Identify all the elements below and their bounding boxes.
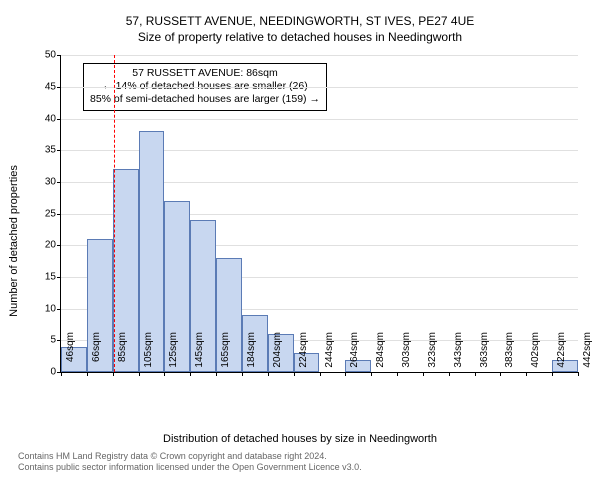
xtick (449, 372, 450, 376)
ytick-label: 40 (45, 113, 61, 124)
ytick-label: 5 (50, 335, 61, 346)
ytick-label: 30 (45, 176, 61, 187)
xtick (526, 372, 527, 376)
xtick-label: 284sqm (375, 328, 386, 376)
xtick-label: 125sqm (168, 328, 179, 376)
chart-subtitle: Size of property relative to detached ho… (18, 30, 582, 46)
chart-title: 57, RUSSETT AVENUE, NEEDINGWORTH, ST IVE… (18, 14, 582, 30)
xtick (475, 372, 476, 376)
ytick-label: 20 (45, 240, 61, 251)
xtick-label: 363sqm (479, 328, 490, 376)
xtick-label: 145sqm (194, 328, 205, 376)
xtick (423, 372, 424, 376)
x-axis-label: Distribution of detached houses by size … (18, 433, 582, 445)
ytick-label: 10 (45, 303, 61, 314)
xtick (552, 372, 553, 376)
gridline (61, 87, 578, 88)
xtick-label: 165sqm (220, 328, 231, 376)
xtick (371, 372, 372, 376)
xtick-label: 422sqm (556, 328, 567, 376)
xtick (87, 372, 88, 376)
annot-line1: 57 RUSSETT AVENUE: 86sqm (90, 67, 320, 80)
xtick (578, 372, 579, 376)
xtick-label: 343sqm (453, 328, 464, 376)
xtick (61, 372, 62, 376)
xtick (216, 372, 217, 376)
xtick (164, 372, 165, 376)
xtick-label: 244sqm (324, 328, 335, 376)
xtick (268, 372, 269, 376)
xtick-label: 85sqm (117, 328, 128, 376)
ytick-label: 25 (45, 208, 61, 219)
xtick-label: 264sqm (349, 328, 360, 376)
xtick (345, 372, 346, 376)
ytick-label: 15 (45, 272, 61, 283)
xtick-label: 303sqm (401, 328, 412, 376)
ytick-label: 35 (45, 145, 61, 156)
xtick-label: 224sqm (298, 328, 309, 376)
xtick-label: 383sqm (504, 328, 515, 376)
xtick-label: 204sqm (272, 328, 283, 376)
xtick-label: 184sqm (246, 328, 257, 376)
ytick-label: 45 (45, 81, 61, 92)
gridline (61, 55, 578, 56)
gridline (61, 119, 578, 120)
xtick-label: 323sqm (427, 328, 438, 376)
xtick-label: 105sqm (143, 328, 154, 376)
xtick (500, 372, 501, 376)
plot-region: 57 RUSSETT AVENUE: 86sqm ← 14% of detach… (60, 55, 578, 373)
xtick-label: 442sqm (582, 328, 593, 376)
xtick (294, 372, 295, 376)
xtick (397, 372, 398, 376)
ytick-label: 0 (50, 367, 61, 378)
xtick (190, 372, 191, 376)
xtick-label: 66sqm (91, 328, 102, 376)
y-axis-label: Number of detached properties (8, 141, 20, 341)
reference-line (114, 55, 115, 372)
xtick-label: 46sqm (65, 328, 76, 376)
ytick-label: 50 (45, 50, 61, 61)
xtick (242, 372, 243, 376)
chart-area: Number of detached properties 57 RUSSETT… (18, 51, 582, 431)
xtick (320, 372, 321, 376)
footer-text: Contains HM Land Registry data © Crown c… (18, 451, 582, 473)
xtick-label: 402sqm (530, 328, 541, 376)
xtick (139, 372, 140, 376)
xtick (113, 372, 114, 376)
annot-line3: 85% of semi-detached houses are larger (… (90, 93, 320, 106)
